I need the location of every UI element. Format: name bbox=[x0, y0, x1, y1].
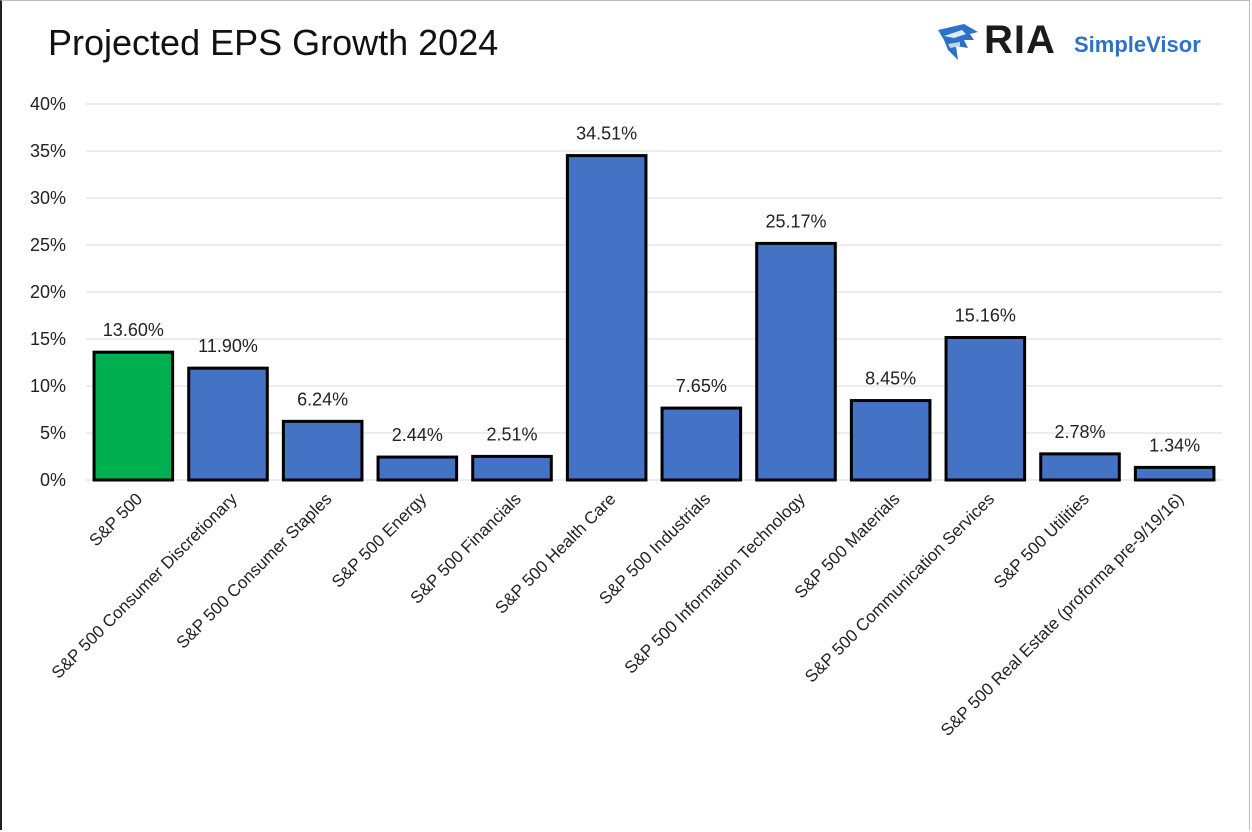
y-axis-tick-labels: 0% 5% 10% 15% 20% 25% 30% 35% 40% bbox=[30, 94, 66, 490]
bar-value-label: 11.90% bbox=[198, 336, 258, 356]
bar bbox=[92, 350, 175, 482]
bar-value-label: 13.60% bbox=[103, 320, 164, 340]
category-label: S&P 500 Energy bbox=[328, 489, 430, 591]
y-tick-label: 25% bbox=[30, 235, 66, 255]
logo-product-text: SimpleVisor bbox=[1074, 32, 1201, 57]
bar-value-label: 8.45% bbox=[865, 369, 916, 389]
bar-value-label: 1.34% bbox=[1149, 435, 1200, 455]
category-label: S&P 500 Information Technology bbox=[621, 489, 809, 677]
ria-simplevisor-logo: RIA SimpleVisor bbox=[932, 18, 1232, 68]
bar bbox=[1133, 465, 1216, 482]
bar-value-label: 2.51% bbox=[486, 424, 537, 444]
y-tick-label: 0% bbox=[40, 470, 66, 490]
bar bbox=[376, 455, 459, 482]
eagle-head-icon bbox=[938, 24, 978, 60]
y-tick-label: 30% bbox=[30, 188, 66, 208]
bar bbox=[281, 419, 364, 482]
y-tick-label: 5% bbox=[40, 423, 66, 443]
bar bbox=[944, 335, 1027, 482]
bar-value-label: 6.24% bbox=[297, 389, 348, 409]
bar bbox=[660, 406, 743, 482]
bar bbox=[755, 241, 837, 482]
bars bbox=[92, 154, 1216, 482]
y-tick-label: 15% bbox=[30, 329, 66, 349]
data-labels: 13.60% 11.90% 6.24% 2.44% 2.51% 34.51% 7.65% 25… bbox=[103, 124, 1200, 456]
bar-value-label: 2.78% bbox=[1054, 422, 1105, 442]
y-tick-label: 40% bbox=[30, 94, 66, 114]
bar-value-label: 25.17% bbox=[765, 211, 826, 231]
y-tick-label: 35% bbox=[30, 141, 66, 161]
category-label: S&P 500 Consumer Discretionary bbox=[48, 489, 241, 682]
bar-value-label: 15.16% bbox=[955, 305, 1016, 325]
logo-brand-text: RIA bbox=[984, 18, 1056, 62]
category-label: S&P 500 Utilities bbox=[990, 489, 1093, 592]
bar bbox=[471, 454, 553, 482]
y-tick-label: 10% bbox=[30, 376, 66, 396]
bar-value-label: 34.51% bbox=[576, 124, 637, 144]
chart-title: Projected EPS Growth 2024 bbox=[48, 22, 499, 63]
gridlines bbox=[86, 103, 1222, 481]
category-label: S&P 500 Materials bbox=[791, 489, 904, 602]
bar-value-label: 7.65% bbox=[676, 376, 727, 396]
bar bbox=[187, 366, 269, 482]
bar bbox=[1039, 452, 1121, 482]
bar-value-label: 2.44% bbox=[392, 425, 443, 445]
bar bbox=[565, 154, 648, 482]
category-label: S&P 500 Communication Services bbox=[801, 489, 998, 686]
category-label: S&P 500 Consumer Staples bbox=[173, 489, 336, 652]
bar bbox=[849, 399, 932, 482]
category-label: S&P 500 bbox=[85, 489, 146, 550]
y-tick-label: 20% bbox=[30, 282, 66, 302]
